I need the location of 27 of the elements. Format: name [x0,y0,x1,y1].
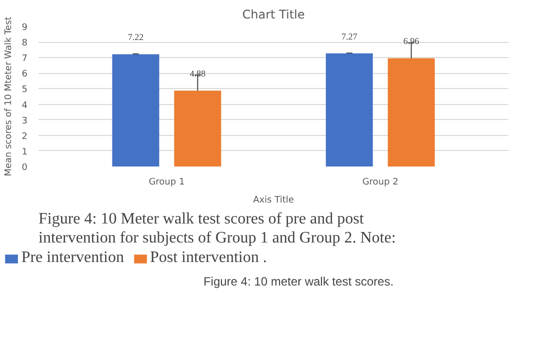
chart-title: Chart Title [242,8,305,22]
x-axis-title: Axis Title [253,196,294,206]
legend-label: Post intervention . [150,249,267,267]
y-tick-label: 1 [22,147,28,158]
y-tick-label: 3 [22,116,28,126]
y-axis-title: Mean scores of 10 Mteter Walk Test [4,16,14,176]
y-tick-label: 5 [22,85,28,96]
bar [388,58,435,166]
y-tick-label: 7 [22,54,28,64]
y-tick-label: 4 [22,100,28,111]
caption: Figure 4: 10 meter walk test scores. [203,274,394,288]
x-tick-label: Group 2 [362,178,398,188]
caption: Figure 4: 10 Meter walk test scores of pre and post intervention for subjects of Group 1 and Group 2. Note: [38,210,396,246]
data-label: 7.27 [341,31,358,42]
bar [112,54,160,166]
data-label: 4.88 [190,68,206,79]
y-tick-label: 9 [22,23,28,33]
bar [326,53,373,166]
y-tick-label: 0 [22,163,28,173]
data-label: 6.96 [403,36,420,46]
data-label: 7.22 [128,32,144,42]
y-tick-label: 8 [22,38,28,49]
x-tick-label: Group 1 [148,178,185,188]
y-tick-label: 2 [22,132,28,142]
legend-label: Pre intervention [21,249,124,267]
y-tick-label: 6 [22,70,28,80]
bar [174,90,222,166]
